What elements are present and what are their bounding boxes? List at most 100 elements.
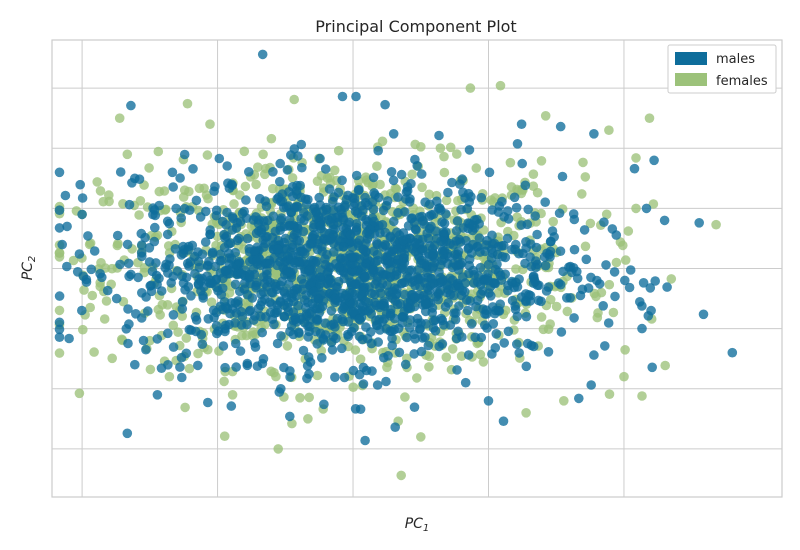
- males-point: [168, 342, 179, 352]
- y-axis-label: PC2: [20, 256, 38, 281]
- males-point: [368, 172, 379, 183]
- males-point: [226, 401, 237, 411]
- males-point: [54, 167, 65, 178]
- males-point: [349, 198, 360, 208]
- males-point: [378, 205, 389, 216]
- males-point: [383, 351, 393, 361]
- females-point: [559, 396, 569, 406]
- males-point: [599, 217, 609, 227]
- females-point: [252, 162, 263, 172]
- males-point: [428, 248, 439, 259]
- females-point: [417, 182, 427, 193]
- legend: males females: [667, 44, 777, 94]
- males-point: [353, 241, 364, 251]
- males-point: [451, 308, 461, 318]
- males-point: [177, 297, 188, 307]
- females-point: [711, 219, 721, 230]
- males-point: [115, 167, 126, 177]
- females-point: [505, 157, 516, 168]
- females-point: [536, 312, 547, 322]
- males-point: [521, 311, 532, 322]
- males-point: [340, 290, 351, 300]
- females-point: [375, 179, 385, 190]
- females-point: [87, 290, 98, 301]
- males-point: [375, 302, 385, 313]
- males-point: [541, 286, 552, 296]
- males-point: [328, 319, 339, 329]
- males-point: [389, 216, 399, 227]
- males-point: [357, 334, 368, 345]
- males-point: [320, 318, 331, 329]
- males-point: [292, 189, 302, 200]
- females-point: [260, 319, 270, 330]
- males-point: [579, 225, 590, 235]
- females-point: [407, 169, 418, 180]
- females-point: [202, 150, 213, 160]
- males-point: [168, 182, 178, 192]
- males-point: [308, 230, 318, 241]
- females-point: [219, 376, 229, 387]
- males-point: [436, 313, 446, 324]
- males-point: [530, 211, 540, 221]
- females-point: [273, 444, 284, 454]
- males-point: [193, 280, 204, 290]
- females-point: [329, 165, 340, 176]
- females-point: [503, 226, 513, 237]
- males-point: [326, 306, 337, 316]
- males-point: [177, 271, 187, 282]
- males-point: [487, 230, 497, 241]
- males-point: [176, 213, 186, 223]
- males-point: [492, 259, 502, 270]
- males-point: [600, 341, 610, 351]
- females-point: [562, 306, 573, 317]
- females-point: [184, 363, 195, 374]
- males-point: [123, 258, 134, 269]
- males-point: [337, 343, 347, 354]
- females-point: [99, 314, 110, 324]
- males-point: [74, 249, 85, 259]
- males-point: [322, 249, 332, 260]
- males-point: [495, 270, 506, 281]
- males-point: [57, 239, 67, 250]
- males-point: [138, 335, 149, 346]
- males-point: [241, 213, 252, 223]
- males-point: [521, 361, 532, 372]
- males-point: [460, 377, 471, 388]
- males-point: [251, 256, 262, 267]
- males-point: [333, 187, 344, 198]
- males-point: [133, 272, 143, 283]
- males-point: [526, 239, 536, 249]
- females-point: [168, 320, 179, 331]
- males-point: [423, 340, 434, 351]
- males-point: [184, 324, 195, 335]
- males-point: [54, 324, 65, 335]
- males-point: [301, 303, 311, 313]
- females-point: [540, 111, 551, 121]
- chart-title: Principal Component Plot: [315, 17, 516, 36]
- males-point: [115, 259, 125, 270]
- males-point: [565, 261, 576, 272]
- males-point: [288, 288, 299, 299]
- males-point: [318, 296, 329, 306]
- males-point: [183, 245, 193, 255]
- females-point: [205, 119, 215, 129]
- females-point: [592, 312, 603, 323]
- males-point: [322, 235, 332, 246]
- females-point: [229, 199, 239, 209]
- males-point: [409, 217, 420, 228]
- males-point: [417, 245, 428, 256]
- males-point: [360, 296, 371, 307]
- males-point: [581, 254, 592, 265]
- females-point: [604, 389, 615, 400]
- males-point: [396, 169, 407, 180]
- males-point: [124, 271, 134, 282]
- males-point: [727, 347, 738, 358]
- males-point: [481, 309, 492, 319]
- males-point: [176, 250, 187, 260]
- males-point: [483, 396, 494, 406]
- males-point: [312, 339, 323, 349]
- males-point: [317, 353, 327, 363]
- females-point: [227, 390, 238, 400]
- males-point: [249, 246, 260, 256]
- males-point: [168, 310, 179, 320]
